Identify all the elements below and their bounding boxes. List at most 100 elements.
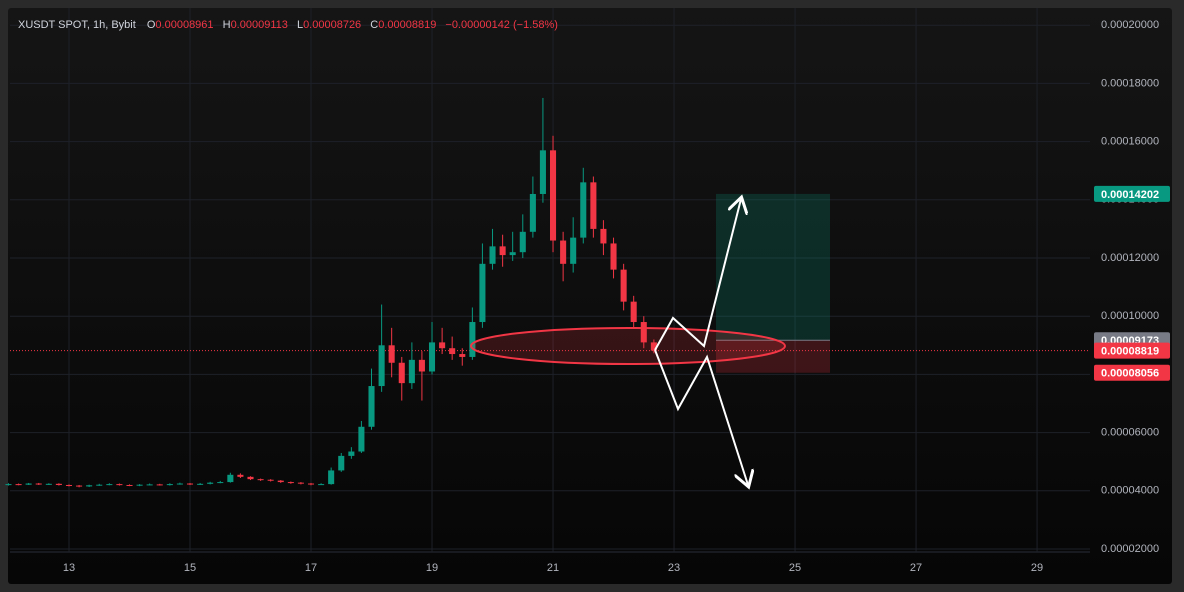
x-tick-label: 29 [1031,562,1043,574]
candle-body [277,480,284,483]
c-label: C [370,19,378,31]
candle-body [338,455,345,471]
candle-body [560,240,567,264]
candle-body [610,243,617,270]
bull-arrow [654,199,741,351]
candle-body [247,476,254,480]
x-tick-label: 27 [910,562,922,574]
open-value: 0.00008961 [155,19,213,31]
chart-panel [8,8,1172,584]
change: −0.00000142 (−1.58%) [445,19,558,31]
high-value: 0.00009113 [231,19,288,31]
candle-body [227,474,234,483]
y-tick-label: 0.00004000 [1101,485,1159,497]
candle-body [388,345,395,363]
candle-body [307,483,315,485]
y-tick-label: 0.00016000 [1101,136,1159,148]
candle-body [499,246,506,256]
candle-body [630,301,637,323]
y-tick-label: 0.00012000 [1101,252,1159,264]
candle-body [640,322,647,343]
candle-body [459,354,466,357]
candle-body [439,342,446,349]
y-tick-label: 0.00018000 [1101,77,1159,89]
candle-body [509,252,516,256]
candle-body [519,231,526,253]
o-label: O [147,19,156,31]
header: XUSDT SPOT, 1h, Bybit O0.00008961 H0.000… [18,19,558,31]
price-label-box [1094,342,1170,359]
candle-body [408,359,415,384]
x-tick-label: 19 [426,562,438,574]
candle-body [368,386,375,427]
candle-body [479,263,486,323]
price-label: 0.00014202 [1101,189,1159,201]
candle-body [358,426,365,452]
candle-body [549,150,557,241]
candle-body [418,359,425,372]
candle-body [146,484,153,486]
candle-body [207,482,214,484]
close-value: 0.00008819 [378,19,436,31]
h-label: H [223,19,231,31]
candle-body [449,348,456,355]
candle-body [126,484,133,486]
candle-body [580,182,587,238]
price-label: 0.00008056 [1101,368,1159,380]
bear-arrow [654,349,748,485]
y-tick-label: 0.00006000 [1101,427,1159,439]
candle-body [5,484,12,486]
candle-body [176,483,183,485]
x-tick-label: 25 [789,562,801,574]
candle-body [469,322,476,357]
x-tick-label: 23 [668,562,680,574]
candle-body [65,484,73,486]
candle-body [378,345,385,387]
candle-body [106,484,113,486]
candle-body [25,483,32,485]
candle-body [539,150,546,194]
candle-body [318,484,325,486]
candle-body [86,485,93,487]
candle-body [116,484,123,486]
l-label: L [297,19,303,31]
candle-body [297,482,304,484]
y-tick-label: 0.00020000 [1101,19,1159,31]
y-tick-label: 0.00010000 [1101,310,1159,322]
stop-zone [716,340,830,373]
support-ellipse [470,327,786,365]
candle-body [600,228,607,244]
candle-body [650,342,657,351]
candle-body [166,484,173,486]
y-tick-label: 0.00002000 [1101,543,1159,555]
candle-body [156,484,163,486]
x-tick-label: 13 [63,562,75,574]
candle-body [197,483,204,485]
candle-body [428,342,436,372]
candle-body [15,484,22,486]
candle-body [620,269,627,302]
candle-body [45,483,52,485]
x-tick-label: 21 [547,562,559,574]
symbol: XUSDT SPOT, 1h, Bybit [18,19,136,31]
candle-body [398,362,405,384]
low-value: 0.00008726 [303,19,361,31]
candle-body [590,182,597,229]
candle-body [257,479,264,481]
target-zone [716,193,830,341]
candle-body [55,483,62,485]
price-label: 0.00008819 [1101,345,1159,357]
candle-body [186,483,194,485]
candle-body [35,483,42,485]
price-label-box [1094,185,1170,202]
candle-body [217,482,224,484]
price-label-box [1094,364,1170,381]
candle-body [287,482,294,484]
candle-body [529,193,536,232]
candle-body [267,479,274,481]
candle-body [348,451,355,456]
x-tick-label: 15 [184,562,196,574]
candle-body [136,484,143,486]
candle-body [96,484,103,486]
